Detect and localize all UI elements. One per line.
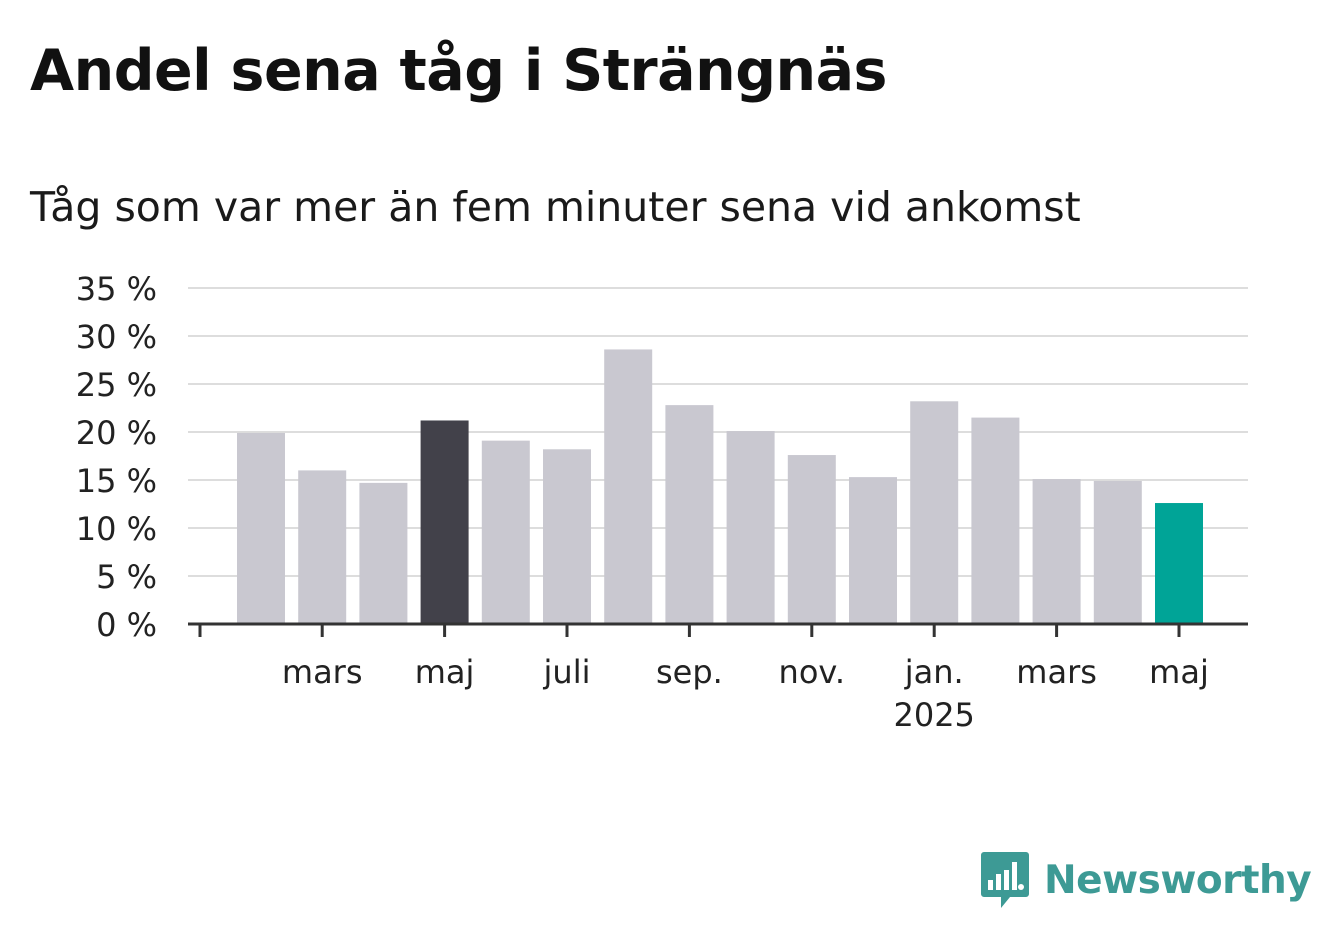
x-tick-label: juli [543, 653, 591, 691]
x-tick-year-label: 2025 [893, 696, 974, 734]
y-tick-label: 20 % [76, 414, 157, 452]
bar-2024-02 [237, 432, 285, 624]
y-tick-label: 0 % [96, 606, 157, 644]
bar-2024-07 [543, 449, 591, 624]
y-tick-label: 5 % [96, 558, 157, 596]
y-tick-label: 35 % [76, 270, 157, 308]
x-tick-label: mars [1016, 653, 1097, 691]
x-tick-label: nov. [779, 653, 845, 691]
x-tick-label: maj [1149, 653, 1209, 691]
y-tick-label: 25 % [76, 366, 157, 404]
y-tick-label: 10 % [76, 510, 157, 548]
bar-2024-08 [604, 349, 653, 624]
bar-2025-01 [910, 401, 959, 624]
bar-2024-03 [298, 470, 347, 624]
bar-2025-02 [971, 417, 1020, 624]
bar-2025-05 [1155, 503, 1203, 624]
bar-2024-12 [849, 477, 897, 624]
bar-2024-09 [665, 405, 714, 624]
newsworthy-logo: Newsworthy [980, 850, 1312, 910]
x-tick-label: mars [282, 653, 363, 691]
y-tick-label: 30 % [76, 318, 157, 356]
x-tick-label: sep. [656, 653, 723, 691]
newsworthy-logo-icon [981, 852, 1029, 908]
chart-subtitle: Tåg som var mer än fem minuter sena vid … [30, 183, 1081, 231]
x-tick-label: jan. [904, 653, 964, 691]
y-tick-label: 15 % [76, 462, 157, 500]
bar-2025-03 [1032, 479, 1081, 624]
bar-2024-11 [787, 455, 836, 624]
newsworthy-logo-text: Newsworthy [1044, 857, 1312, 903]
chart-title: Andel sena tåg i Strängnäs [30, 38, 887, 104]
x-tick-label: maj [415, 653, 475, 691]
bar-2024-04 [359, 482, 408, 624]
bar-2024-05 [420, 420, 469, 624]
bar-2025-04 [1093, 480, 1142, 624]
bar-2024-06 [481, 440, 530, 624]
bar-2024-10 [726, 431, 775, 624]
